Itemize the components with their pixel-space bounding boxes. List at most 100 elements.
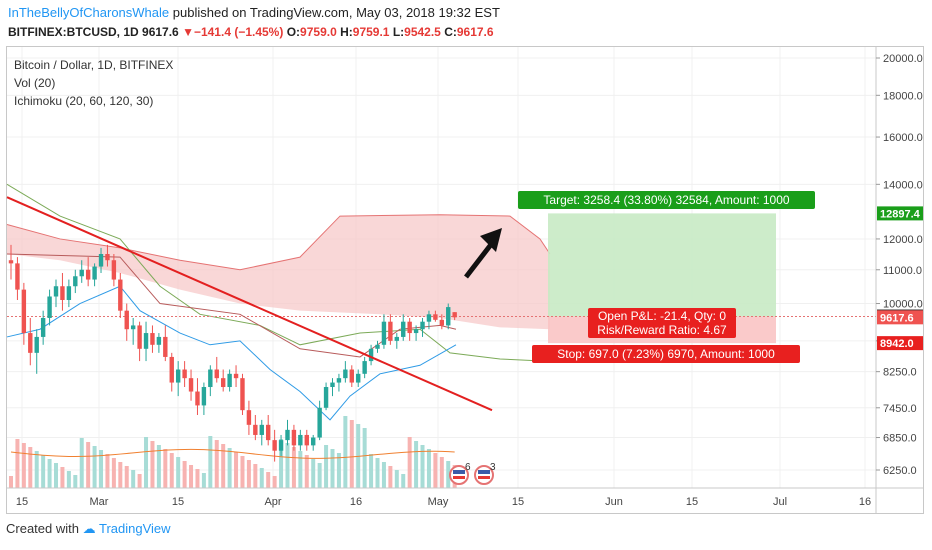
- volume-bar: [260, 468, 264, 488]
- time-axis-label: 15: [512, 496, 524, 508]
- volume-bar: [363, 428, 367, 488]
- volume-bar: [266, 472, 270, 488]
- volume-bar: [311, 459, 315, 488]
- volume-bar: [318, 463, 322, 488]
- candle-body: [170, 357, 174, 383]
- candle-body: [35, 337, 39, 353]
- candle-body: [247, 410, 251, 425]
- volume-bar: [67, 471, 71, 488]
- volume-bar: [189, 465, 193, 488]
- price-axis-label: 10000.0: [883, 299, 923, 311]
- candle-body: [240, 378, 244, 410]
- volume-bar: [195, 469, 199, 488]
- price-axis-label: 20000.0: [883, 53, 923, 65]
- volume-bar: [176, 457, 180, 488]
- volume-bar: [350, 420, 354, 488]
- price-axis-label: 6850.0: [883, 433, 917, 445]
- candle-body: [350, 370, 354, 383]
- event-badge-count: 6: [465, 462, 471, 473]
- volume-bar: [22, 443, 26, 488]
- candle-body: [67, 286, 71, 300]
- candle-body: [324, 387, 328, 408]
- volume-bar: [28, 447, 32, 488]
- candle-body: [150, 333, 154, 345]
- candle-body: [54, 286, 58, 296]
- candle-body: [144, 333, 148, 349]
- candle-body: [388, 322, 392, 341]
- candle-body: [305, 435, 309, 445]
- volume-bar: [41, 455, 45, 488]
- volume-bar: [273, 476, 277, 488]
- volume-bar: [105, 454, 109, 488]
- volume-ma-line: [11, 449, 455, 458]
- candle-body: [298, 435, 302, 445]
- volume-bar: [388, 466, 392, 488]
- candle-body: [343, 370, 347, 379]
- candle-body: [157, 337, 161, 345]
- candle-body: [395, 337, 399, 341]
- candle-body: [272, 440, 276, 451]
- time-axis-label: 16: [859, 496, 871, 508]
- volume-bar: [60, 467, 64, 488]
- volume-bar: [414, 441, 418, 488]
- candle-body: [446, 307, 450, 325]
- candle-body: [221, 378, 225, 387]
- candle-body: [22, 290, 26, 333]
- target-label: Target: 3258.4 (33.80%) 32584, Amount: 1…: [543, 193, 790, 207]
- volume-bar: [305, 455, 309, 488]
- candle-body: [99, 254, 103, 267]
- candle-body: [375, 345, 379, 349]
- volume-bar: [208, 436, 212, 488]
- volume-bar: [369, 454, 373, 488]
- candle-body: [440, 320, 444, 326]
- volume-bar: [144, 437, 148, 488]
- price-axis-label: 14000.0: [883, 179, 923, 191]
- rr-label: Risk/Reward Ratio: 4.67: [597, 323, 727, 337]
- candle-body: [86, 270, 90, 280]
- event-flag-stripe: [478, 470, 490, 474]
- volume-bar: [253, 464, 257, 488]
- volume-bar: [9, 476, 13, 488]
- volume-bar: [163, 449, 167, 488]
- time-axis-label: Apr: [264, 496, 281, 508]
- candle-body: [407, 322, 411, 333]
- volume-bar: [234, 452, 238, 488]
- candle-body: [195, 392, 199, 406]
- volume-bar: [202, 473, 206, 488]
- volume-bar: [408, 437, 412, 488]
- event-flag-stripe: [453, 470, 465, 474]
- candle-body: [401, 322, 405, 337]
- tradingview-link[interactable]: TradingView: [99, 521, 171, 536]
- chart-legend-title: Bitcoin / Dollar, 1D, BITFINEX: [14, 58, 173, 72]
- volume-bar: [382, 462, 386, 488]
- volume-bar: [228, 448, 232, 488]
- event-flag-stripe: [453, 476, 465, 479]
- candle-body: [253, 425, 257, 435]
- price-chart[interactable]: 20000.0 18000.0 16000.0 14000.0 12000.0 11000…: [0, 0, 932, 520]
- candle-body: [234, 374, 238, 378]
- volume-bar: [433, 453, 437, 488]
- candle-body: [414, 329, 418, 333]
- candle-body: [73, 276, 77, 286]
- candle-body: [292, 430, 296, 446]
- volume-bar: [427, 449, 431, 488]
- volume-bar: [125, 466, 129, 488]
- candle-body: [202, 387, 206, 405]
- price-tag-text: 12897.4: [880, 208, 921, 220]
- price-axis-label: 12000.0: [883, 234, 923, 246]
- time-axis-label: 15: [16, 496, 28, 508]
- candle-body: [41, 318, 45, 337]
- legend-ichimoku: Ichimoku (20, 60, 120, 30): [14, 94, 153, 108]
- candle-body: [215, 370, 219, 379]
- time-axis-label: 15: [686, 496, 698, 508]
- volume-bar: [150, 441, 154, 488]
- volume-bar: [298, 451, 302, 488]
- candle-body: [337, 378, 341, 382]
- time-axis-label: 15: [172, 496, 184, 508]
- pnl-label: Open P&L: -21.4, Qty: 0: [598, 309, 726, 323]
- target-zone: [548, 213, 776, 316]
- volume-bar: [131, 470, 135, 488]
- volume-bar: [247, 460, 251, 488]
- volume-bar: [440, 457, 444, 488]
- event-badge-count: 3: [490, 462, 496, 473]
